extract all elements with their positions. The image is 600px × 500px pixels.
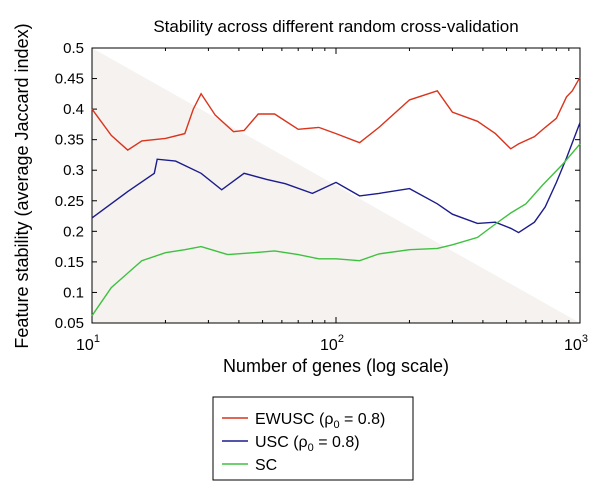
- legend-label-usc: USC (ρ0 = 0.8): [255, 434, 360, 454]
- legend-tail: = 0.8): [340, 411, 386, 428]
- chart-title: Stability across different random cross-…: [153, 17, 518, 36]
- x-tick-base: 10: [76, 337, 94, 354]
- y-tick-label: 0.05: [55, 315, 84, 332]
- legend-main: EWUSC (ρ: [255, 411, 333, 428]
- legend-main: USC (ρ: [255, 434, 308, 451]
- legend-tail: = 0.8): [314, 434, 360, 451]
- plot-background-shade: [92, 48, 580, 323]
- series-line-usc: [91, 122, 581, 234]
- y-tick-label: 0.1: [63, 284, 84, 301]
- y-tick-label: 0.2: [63, 223, 84, 240]
- legend: EWUSC (ρ0 = 0.8) USC (ρ0 = 0.8) SC: [212, 396, 414, 481]
- x-tick-exponent: 3: [582, 333, 588, 345]
- y-tick-label: 0.15: [55, 254, 84, 271]
- x-tick-label: 102: [320, 333, 344, 354]
- legend-label-ewusc: EWUSC (ρ0 = 0.8): [255, 411, 385, 431]
- legend-label-sc: SC: [255, 457, 277, 474]
- x-axis-label: Number of genes (log scale): [223, 356, 449, 376]
- legend-subscript: 0: [308, 442, 314, 454]
- tick-marks: [91, 47, 581, 324]
- y-tick-label: 0.3: [63, 162, 84, 179]
- x-tick-base: 10: [564, 337, 582, 354]
- x-tick-labels: 101 102 103: [76, 333, 588, 354]
- y-tick-label: 0.45: [55, 71, 84, 88]
- series-line-ewusc: [91, 76, 581, 151]
- y-tick-labels: 0.05 0.1 0.15 0.2 0.25 0.3 0.35 0.4 0.45…: [55, 40, 84, 332]
- legend-subscript: 0: [333, 419, 339, 431]
- y-tick-label: 0.35: [55, 132, 84, 149]
- series-lines: [91, 76, 581, 317]
- legend-box: [212, 396, 414, 481]
- series-line-sc: [91, 143, 581, 317]
- y-tick-label: 0.5: [63, 40, 84, 57]
- y-tick-label: 0.4: [63, 101, 84, 118]
- y-axis-label: Feature stability (average Jaccard index…: [12, 23, 32, 348]
- x-tick-exponent: 1: [94, 333, 100, 345]
- x-tick-base: 10: [320, 337, 338, 354]
- x-tick-exponent: 2: [338, 333, 344, 345]
- y-tick-label: 0.25: [55, 193, 84, 210]
- x-tick-label: 101: [76, 333, 100, 354]
- x-tick-label: 103: [564, 333, 588, 354]
- legend-main: SC: [255, 457, 277, 474]
